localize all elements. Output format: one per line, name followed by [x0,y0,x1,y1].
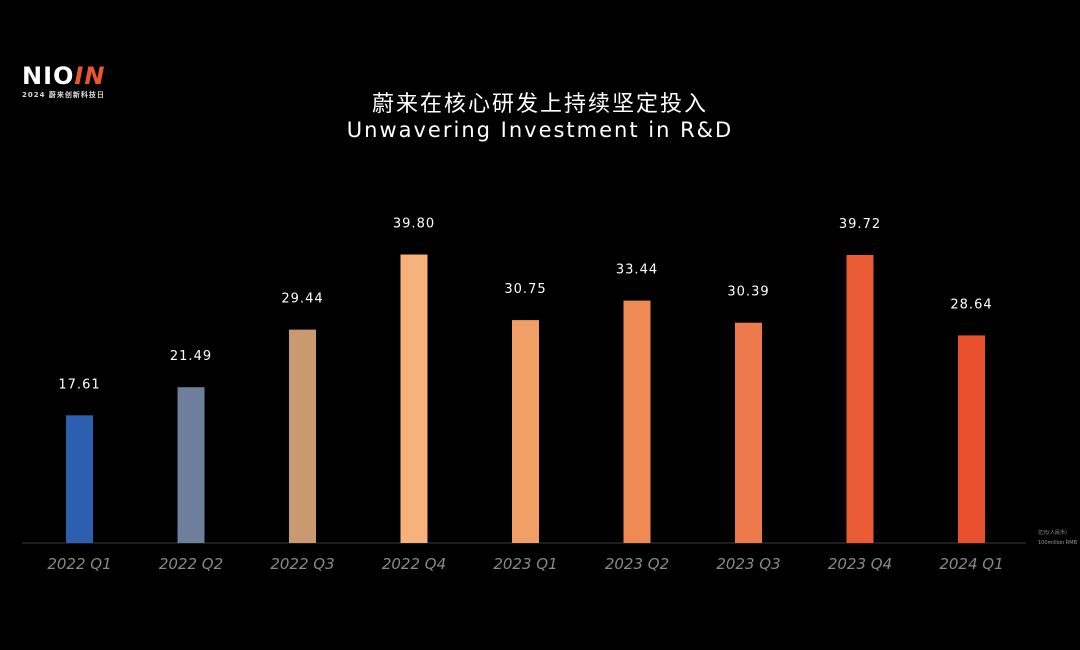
bar-2023-q1 [512,320,539,543]
x-tick-label: 2022 Q3 [270,555,334,573]
bar-2022-q1 [66,415,93,543]
bar-2022-q2 [177,387,205,543]
x-tick-label: 2022 Q2 [159,555,223,573]
bar-2022-q4 [400,254,428,543]
x-tick-label: 2023 Q4 [828,555,892,573]
x-tick-label: 2022 Q1 [47,555,111,573]
x-tick-label: 2023 Q1 [493,555,557,573]
logo-subtitle: 2024 蔚来创新科技日 [22,91,105,99]
data-label: 39.80 [393,217,435,232]
bar-2024-q1 [958,335,985,543]
bar-2023-q2 [623,300,651,543]
logo-in-text: IN [74,62,106,90]
bar-2023-q3 [735,322,762,543]
bar-2022-q3 [289,329,316,543]
data-label: 33.44 [616,263,658,278]
data-label: 28.64 [950,297,992,312]
data-label: 29.44 [281,292,323,307]
data-label: 39.72 [839,217,881,232]
x-tick-label: 2024 Q1 [939,555,1003,573]
nio-in-logo: NIOIN 2024 蔚来创新科技日 [22,64,105,100]
chart-subtitle: Unwavering Investment in R&D [346,118,734,142]
x-tick-label: 2022 Q4 [382,555,446,573]
logo-wordmark: NIOIN [22,64,105,88]
data-label: 30.75 [504,282,546,297]
x-tick-label: 2023 Q3 [716,555,780,573]
data-label: 17.61 [58,377,100,392]
logo-nio-text: NIO [22,62,75,90]
unit-label-en: 100million RMB [1038,540,1078,546]
unit-label-cn: 亿元(人民币) [1038,529,1067,536]
chart-title: 蔚来在核心研发上持续坚定投入 [371,92,708,117]
bar-2023-q4 [846,255,874,543]
data-label: 21.49 [170,349,212,364]
data-label: 30.39 [727,285,769,300]
x-tick-label: 2023 Q2 [605,555,669,573]
